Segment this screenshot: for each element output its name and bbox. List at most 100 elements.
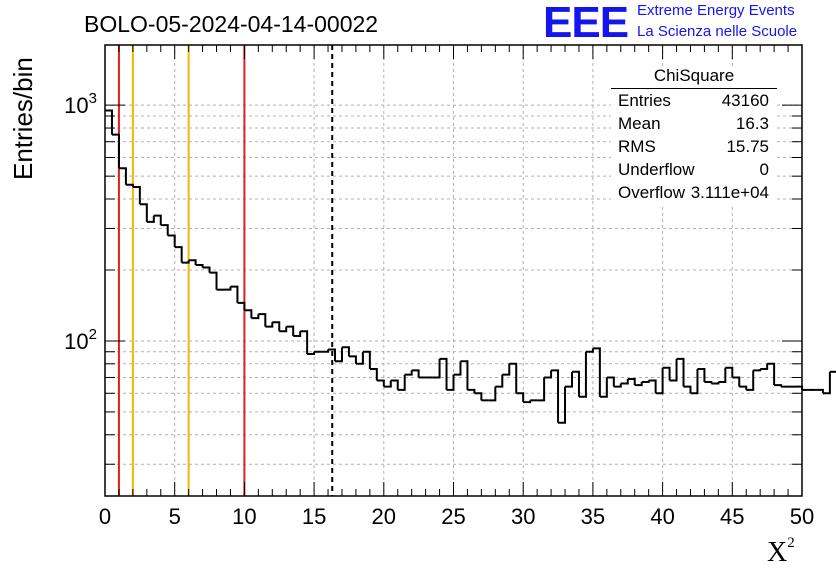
histogram-bin [404,370,413,376]
x-tick-label: 25 [441,504,465,529]
histogram-bin [188,259,197,265]
histogram-bin [516,392,525,403]
y-axis-label: Entries/bin [8,57,38,180]
histogram-bin [202,266,211,273]
stats-value: 43160 [721,91,769,110]
histogram-bin [153,214,162,226]
histogram-bin [815,388,824,394]
histogram-bin [746,370,755,391]
histogram-bin [118,167,127,185]
y-tick-label: 103 [64,90,97,118]
histogram-bin [697,368,706,382]
histogram-bin [251,314,260,320]
histogram-bin [321,349,330,353]
x-tick-label: 5 [169,504,181,529]
y-tick-label: 102 [64,326,97,354]
stats-key: Mean [618,114,661,133]
histogram-bin [286,325,295,336]
eee-logo: EEE [543,0,629,47]
histogram-bin [634,381,643,387]
histogram-bin [453,361,462,376]
histogram-bin [620,378,629,385]
histogram-bin [355,351,364,365]
histogram-bin [439,357,448,390]
histogram-bin [105,109,113,135]
histogram-bin [209,271,218,290]
histogram-bin [293,331,302,337]
stats-value: 16.3 [735,114,769,133]
histogram-bin [230,285,239,303]
histogram-bin [725,366,734,378]
histogram-bin [551,369,560,423]
histogram-bin [132,185,141,205]
histogram-bin [669,358,678,382]
stats-row-entries: Entries 43160 [611,89,777,112]
x-axis-label: X2 [767,535,795,568]
histogram-bin [328,348,337,362]
histogram-bin [341,346,350,357]
stats-row-rms: RMS 15.75 [611,135,777,158]
histogram-bin [300,330,309,355]
stats-value: 3.111e+04 [690,183,769,202]
stats-key: RMS [618,137,656,156]
stats-row-mean: Mean 16.3 [611,112,777,135]
histogram-bin [676,357,685,387]
histogram-bin [704,380,713,384]
histogram-bin [272,321,281,332]
histogram-bin [606,376,615,387]
histogram-bin [662,366,671,381]
histogram-bin [369,368,378,381]
histogram-bin [174,246,183,263]
histogram-bin [244,309,253,319]
histogram-bin [376,379,385,387]
histogram-bin [223,286,232,291]
histogram-bin [411,369,420,378]
x-tick-label: 30 [511,504,535,529]
x-tick-label: 40 [650,504,674,529]
histogram-bin [571,370,580,397]
histogram-bin [767,362,776,386]
histogram-bin [739,385,748,390]
histogram-bin [641,380,650,383]
histogram-bin [690,369,699,395]
histogram-bin [488,386,497,402]
histogram-bin [125,183,134,187]
histogram-bin [195,263,204,268]
histogram-bin [181,260,190,264]
histogram-bin [585,348,594,353]
histogram-bin [258,313,267,327]
stats-value: 0 [759,160,769,179]
histogram-bin [795,385,803,390]
histogram-bin [265,322,274,328]
histogram-bin [711,381,720,385]
histogram-bin [111,133,120,169]
x-tick-label: 35 [581,504,605,529]
x-tick-label: 0 [99,504,111,529]
histogram-bin [335,347,343,363]
eee-logo-line-2: La Scienza nelle Scuole [637,23,798,40]
histogram-bin [467,388,476,394]
histogram-bin [446,374,455,391]
histogram-bin [599,377,608,398]
histogram-bin [718,367,727,383]
histogram-bin [383,380,392,388]
x-tick-label: 20 [372,504,396,529]
stats-key: Overflow [618,183,686,202]
histogram-bin [523,400,532,404]
histogram-bin [774,384,783,387]
histogram-bin [362,350,371,370]
histogram-bin [822,371,831,395]
histogram-bin [279,326,288,333]
histogram-bin [237,301,246,311]
stats-box: ChiSquare Entries 43160 Mean 16.3 RMS 15.75… [611,66,777,204]
histogram-bin [432,358,441,379]
histogram-bin [509,362,518,394]
histogram-bin [474,392,483,401]
histogram-bin [592,347,601,397]
histogram-bin [683,385,692,394]
x-tick-label: 50 [790,504,814,529]
histogram-bin [502,363,511,376]
histogram-bin [732,376,741,387]
run-title: BOLO-05-2024-04-14-00022 [84,11,379,37]
